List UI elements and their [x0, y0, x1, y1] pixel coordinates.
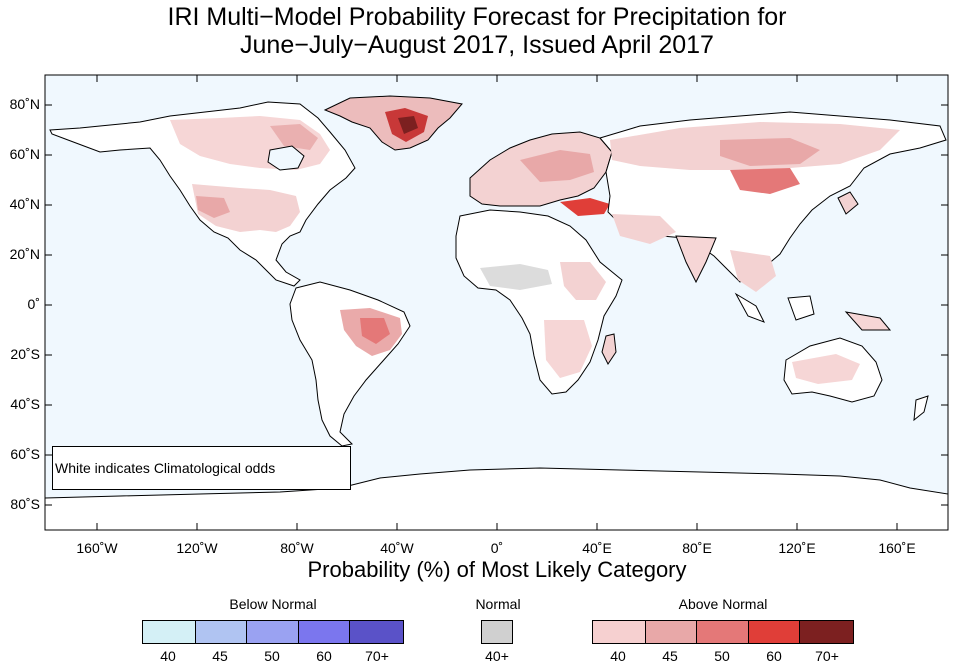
y-tick-20n: 20˚N — [9, 246, 40, 262]
japan — [837, 191, 859, 215]
legend-below-label-40: 40 — [160, 648, 176, 664]
usa-above-normal — [192, 184, 300, 232]
axis-ticks — [45, 75, 948, 530]
y-tick-80s: 80˚S — [10, 496, 40, 512]
mongolia-hotspot — [730, 168, 800, 194]
x-tick-120e: 120˚E — [778, 540, 816, 556]
australia-above — [792, 354, 860, 384]
legend-above-swatch-45 — [645, 621, 698, 643]
y-tick-60n: 60˚N — [9, 146, 40, 162]
legend-below-label-60: 60 — [316, 648, 332, 664]
y-tick-80n: 80˚N — [9, 96, 40, 112]
x-tick-160e: 160˚E — [878, 540, 916, 556]
middle-east-above — [612, 214, 676, 244]
legend-below-label-70: 70+ — [365, 648, 389, 664]
borneo — [787, 295, 815, 321]
canada-east-above — [270, 124, 318, 150]
y-tick-60s: 60˚S — [10, 446, 40, 462]
y-tick-20s: 20˚S — [10, 346, 40, 362]
legend-below-swatch-40 — [143, 621, 196, 643]
sumatra — [734, 292, 766, 323]
sahel-normal — [480, 264, 552, 290]
x-tick-40e: 40˚E — [582, 540, 612, 556]
legend-above-normal-title: Above Normal — [678, 596, 768, 612]
legend-above-swatch-60 — [748, 621, 801, 643]
legend-normal-title: Normal — [475, 596, 521, 612]
forecast-map — [44, 74, 949, 531]
europe-core — [520, 150, 594, 182]
legend-above-label-50: 50 — [714, 648, 730, 664]
india — [675, 235, 717, 284]
legend-below-label-50: 50 — [264, 648, 280, 664]
new-zealand — [913, 395, 929, 422]
legend-below-swatch-70 — [350, 621, 404, 643]
greenland-core — [398, 116, 418, 134]
legend-above-swatch-40 — [593, 621, 646, 643]
new-guinea — [844, 311, 892, 331]
x-tick-40w: 40˚W — [380, 540, 414, 556]
legend-above-normal-swatches — [592, 620, 854, 644]
y-tick-40s: 40˚S — [10, 396, 40, 412]
madagascar — [601, 333, 617, 365]
x-axis-title: Probability (%) of Most Likely Category — [307, 557, 687, 582]
climatology-note: White indicates Climatological odds — [52, 446, 351, 490]
antarctica — [44, 467, 949, 531]
legend-normal-swatch-40 — [482, 621, 512, 643]
east-africa-above — [560, 262, 606, 300]
legend-above-swatch-70 — [800, 621, 854, 643]
legend-normal-label-40: 40+ — [485, 648, 509, 664]
southern-africa-above — [544, 320, 592, 378]
legend-below-swatch-45 — [195, 621, 248, 643]
legend-below-swatch-50 — [247, 621, 299, 643]
southeast-asia — [730, 250, 776, 292]
legend-above-label-45: 45 — [662, 648, 678, 664]
hudson-bay — [267, 145, 305, 171]
legend-below-normal-title: Below Normal — [229, 596, 317, 612]
legend-above-swatch-50 — [697, 621, 749, 643]
brazil-core — [360, 318, 390, 344]
legend-below-swatch-60 — [298, 621, 351, 643]
y-tick-40n: 40˚N — [9, 196, 40, 212]
legend-above-label-60: 60 — [766, 648, 782, 664]
legend-normal-swatches — [481, 620, 513, 644]
x-tick-120w: 120˚W — [176, 540, 218, 556]
legend-above-label-40: 40 — [610, 648, 626, 664]
usa-southwest-above — [196, 196, 230, 218]
legend-below-label-45: 45 — [212, 648, 228, 664]
x-tick-160w: 160˚W — [76, 540, 118, 556]
chart-title-line-1: IRI Multi−Model Probability Forecast for… — [167, 3, 787, 31]
chart-title-line-2: June−July−August 2017, Issued April 2017 — [240, 31, 714, 59]
legend-below-normal-swatches — [142, 620, 404, 644]
legend-above-label-70: 70+ — [815, 648, 839, 664]
y-tick-0: 0˚ — [27, 296, 40, 312]
x-tick-80w: 80˚W — [280, 540, 314, 556]
x-tick-80e: 80˚E — [682, 540, 712, 556]
siberia-core — [720, 138, 820, 166]
turkey-hotspot — [560, 198, 610, 216]
x-tick-0: 0˚ — [490, 540, 504, 556]
